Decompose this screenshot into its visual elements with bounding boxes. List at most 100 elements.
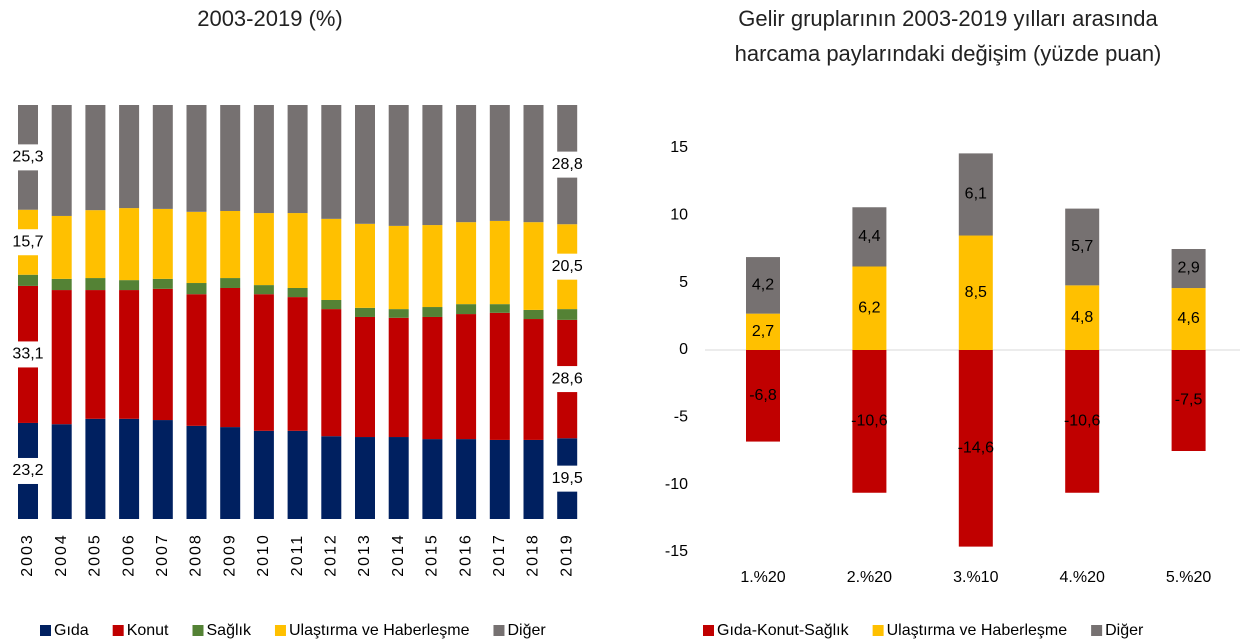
legend-label: Ulaştırma ve Haberleşme <box>289 622 470 639</box>
bar-segment <box>186 211 207 284</box>
x-tick-label: 2004 <box>53 533 70 577</box>
bar-segment <box>489 312 510 440</box>
bar-segment <box>85 105 106 211</box>
bar-segment <box>456 304 477 315</box>
bar-segment <box>186 425 207 519</box>
data-label: 28,6 <box>552 370 583 387</box>
legend-swatch <box>703 625 714 636</box>
bar-segment <box>51 278 72 291</box>
bar-segment <box>287 430 308 519</box>
bar-segment <box>456 105 477 223</box>
label-box <box>545 465 590 492</box>
bar-segment <box>523 105 544 223</box>
bar-segment <box>220 278 241 288</box>
data-label: 2,9 <box>1177 260 1199 277</box>
bar-segment <box>422 439 443 519</box>
bar-segment <box>152 208 173 279</box>
x-tick-label: 2005 <box>87 533 104 577</box>
bar-segment <box>456 222 477 305</box>
x-tick-label: 2008 <box>188 533 205 577</box>
data-label: 23,2 <box>12 462 43 479</box>
bar-segment <box>852 350 887 493</box>
bar-segment <box>388 225 409 310</box>
bar-segment <box>557 309 578 320</box>
bar-segment <box>287 297 308 431</box>
bar-segment <box>958 235 993 350</box>
bar-segment <box>51 424 72 519</box>
bar-segment <box>152 420 173 519</box>
bar-segment <box>186 283 207 295</box>
legend-label: Sağlık <box>207 622 252 639</box>
x-tick-label: 2.%20 <box>847 569 892 586</box>
label-box <box>545 151 590 178</box>
bar-segment <box>220 427 241 519</box>
bar-segment <box>152 105 173 209</box>
y-tick-label: -10 <box>665 476 688 493</box>
data-label: 15,7 <box>12 233 43 250</box>
data-label: 4,4 <box>858 228 880 245</box>
bar-segment <box>422 225 443 308</box>
bar-segment <box>186 294 207 426</box>
bar-segment <box>18 274 38 286</box>
bar-segment <box>388 309 409 318</box>
bar-segment <box>746 313 780 350</box>
x-tick-label: 2019 <box>558 533 575 577</box>
x-tick-label: 2009 <box>221 533 238 577</box>
bar-segment <box>355 307 375 317</box>
bar-segment <box>456 314 477 440</box>
data-label: 28,8 <box>552 156 583 173</box>
bar-segment <box>422 105 443 226</box>
data-label: 5,7 <box>1071 238 1093 255</box>
bar-segment <box>422 316 443 440</box>
bar-segment <box>51 105 72 216</box>
legend-label: Diğer <box>507 622 546 639</box>
data-label: 4,6 <box>1177 310 1199 327</box>
legend-swatch <box>40 625 51 636</box>
bar-segment <box>287 287 308 298</box>
bar-segment <box>489 439 510 519</box>
bar-segment <box>422 307 443 317</box>
bar-segment <box>321 299 342 310</box>
chart-title: 2003-2019 (%) <box>197 6 343 31</box>
data-label: 25,3 <box>12 149 43 166</box>
label-box <box>545 253 590 280</box>
bar-segment <box>388 437 409 519</box>
bar-segment <box>1171 249 1206 289</box>
x-tick-label: 2018 <box>525 533 542 577</box>
chart-title: harcama paylarındaki değişim (yüzde puan… <box>735 41 1162 66</box>
bar-segment <box>287 213 308 288</box>
data-label: 8,5 <box>965 284 987 301</box>
bar-segment <box>119 290 140 419</box>
chart-title: Gelir gruplarının 2003-2019 yılları aras… <box>738 6 1158 31</box>
data-label: 4,8 <box>1071 309 1093 326</box>
legend-swatch <box>1091 625 1103 636</box>
data-label: -10,6 <box>851 413 888 430</box>
bar-segment <box>253 213 274 286</box>
label-box <box>545 366 590 393</box>
bar-segment <box>119 280 140 291</box>
bar-segment <box>119 418 140 519</box>
label-box <box>6 144 50 171</box>
legend-swatch <box>112 625 124 636</box>
bar-segment <box>321 105 342 219</box>
bar-segment <box>355 223 375 308</box>
bar-segment <box>186 105 207 212</box>
bar-segment <box>220 105 241 211</box>
x-tick-label: 2003 <box>19 533 36 577</box>
bar-segment <box>746 257 780 314</box>
bar-segment <box>355 316 375 438</box>
bar-segment <box>253 294 274 431</box>
bar-segment <box>119 105 140 209</box>
bar-segment <box>489 304 510 313</box>
bar-segment <box>1065 350 1100 493</box>
data-label: -6,8 <box>749 387 777 404</box>
bar-segment <box>321 309 342 437</box>
bar-segment <box>388 317 409 438</box>
x-tick-label: 2007 <box>154 533 171 577</box>
bar-segment <box>321 436 342 519</box>
x-tick-label: 2012 <box>323 533 340 577</box>
legend-label: Ulaştırma ve Haberleşme <box>887 622 1068 639</box>
bar-segment <box>958 153 993 236</box>
y-tick-label: -15 <box>665 543 688 560</box>
bar-segment <box>388 105 409 226</box>
